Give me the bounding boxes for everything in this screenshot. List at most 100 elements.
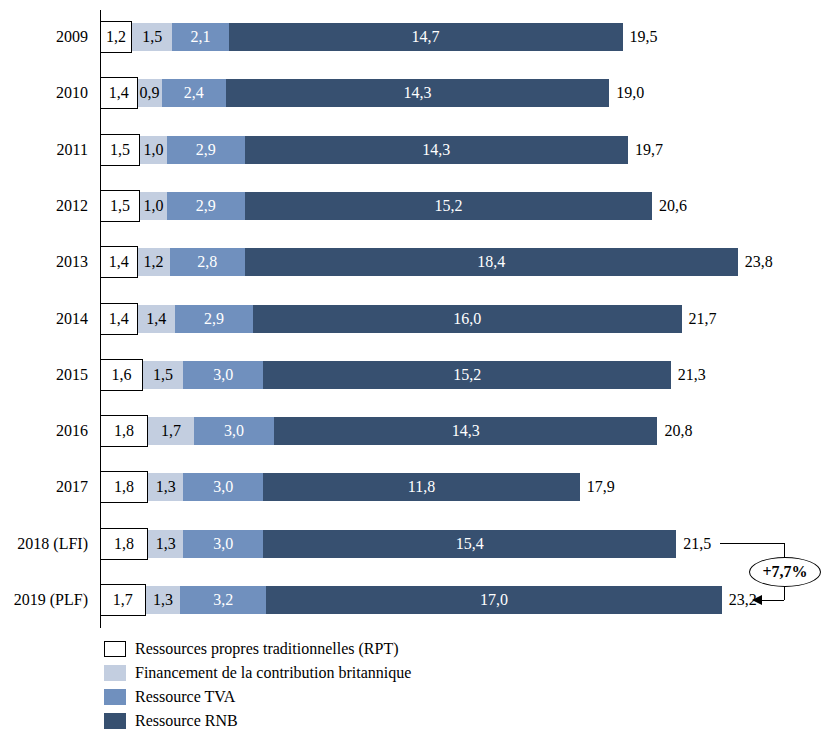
stacked-bar-chart: 20091,21,52,114,719,520101,40,92,414,319… [0, 0, 825, 737]
segment-value-label: 1,5 [153, 366, 173, 384]
legend-swatch-rpt [104, 641, 126, 657]
legend-item-rnb: Ressource RNB [104, 712, 411, 729]
legend-item-rpt: Ressources propres traditionnelles (RPT) [104, 640, 411, 657]
bar-segment-rpt: 1,4 [100, 77, 138, 109]
year-label: 2016 [0, 415, 88, 447]
segment-value-label: 1,5 [142, 28, 162, 46]
growth-annotation-text: +7,7% [762, 563, 807, 581]
bar-row: 20151,61,53,015,221,3 [0, 359, 706, 391]
segment-value-label: 1,4 [109, 310, 129, 328]
segment-value-label: 14,3 [422, 141, 450, 159]
segment-value-label: 18,4 [477, 253, 505, 271]
bar-segment-brit: 1,2 [138, 248, 170, 276]
bar-segment-brit: 1,0 [140, 192, 167, 220]
bar-segment-rnb: 14,3 [245, 136, 628, 164]
segment-value-label: 3,2 [213, 591, 233, 609]
legend-item-brit: Financement de la contribution britanniq… [104, 664, 411, 681]
bar-segment-rnb: 17,0 [266, 586, 722, 614]
segment-value-label: 2,8 [197, 253, 217, 271]
annotation-connector-bottom [760, 600, 784, 601]
legend-label: Ressources propres traditionnelles (RPT) [135, 640, 399, 658]
bar-segment-tva: 2,9 [167, 192, 245, 220]
segment-value-label: 15,4 [456, 535, 484, 553]
segment-value-label: 1,4 [109, 84, 129, 102]
segment-value-label: 15,2 [434, 197, 462, 215]
bar-segment-rnb: 14,3 [274, 417, 657, 445]
year-label: 2018 (LFI) [0, 528, 88, 560]
bar-segment-tva: 2,4 [162, 79, 226, 107]
legend-label: Ressource TVA [135, 688, 235, 706]
legend-item-tva: Ressource TVA [104, 688, 411, 705]
segment-value-label: 3,0 [213, 478, 233, 496]
bar-row: 20171,81,33,011,817,9 [0, 471, 615, 503]
segment-value-label: 1,3 [153, 591, 173, 609]
legend-swatch-brit [104, 665, 126, 681]
bar-segment-rnb: 15,2 [263, 361, 670, 389]
bar-row: 20111,51,02,914,319,7 [0, 134, 663, 166]
year-label: 2015 [0, 359, 88, 391]
segment-value-label: 1,3 [156, 535, 176, 553]
bar-segment-rnb: 15,4 [263, 530, 676, 558]
bar-segment-rpt: 1,4 [100, 246, 138, 278]
bar-segment-brit: 1,5 [143, 361, 183, 389]
segment-value-label: 2,1 [190, 28, 210, 46]
segment-value-label: 2,9 [204, 310, 224, 328]
bar-segment-rnb: 11,8 [263, 473, 579, 501]
segment-value-label: 17,0 [480, 591, 508, 609]
bar-row: 2014 1,4 1,4 2,9 16,0 21,7 [0, 303, 717, 335]
legend-label: Ressource RNB [135, 712, 238, 730]
bar-segment-rpt: 1,7 [100, 584, 146, 616]
segment-value-label: 1,7 [161, 422, 181, 440]
legend-label: Financement de la contribution britanniq… [135, 664, 411, 682]
bar-row: 20161,81,73,014,320,8 [0, 415, 692, 447]
bar-segment-rpt: 1,5 [100, 190, 140, 222]
bar-segment-brit: 1,4 [138, 305, 176, 333]
total-label: 19,0 [616, 84, 644, 102]
total-label: 21,7 [689, 310, 717, 328]
bar-segment-rpt: 1,8 [100, 471, 148, 503]
total-label: 19,7 [635, 141, 663, 159]
legend-swatch-tva [104, 689, 126, 705]
bar-segment-rpt: 1,8 [100, 415, 148, 447]
bar-segment-brit: 1,5 [132, 23, 172, 51]
segment-value-label: 1,2 [144, 253, 164, 271]
segment-value-label: 3,0 [213, 535, 233, 553]
segment-value-label: 1,0 [144, 141, 164, 159]
bar-segment-tva: 3,0 [194, 417, 274, 445]
bar-segment-rnb: 14,3 [226, 79, 609, 107]
annotation-arrowhead-icon [752, 595, 762, 605]
segment-value-label: 3,0 [224, 422, 244, 440]
year-label: 2009 [0, 21, 88, 53]
bar-segment-brit: 0,9 [138, 79, 162, 107]
year-label: 2014 [0, 303, 88, 335]
bar-segment-tva: 2,9 [175, 305, 253, 333]
bar-segment-brit: 1,3 [148, 473, 183, 501]
bar-segment-tva: 3,0 [183, 530, 263, 558]
segment-value-label: 1,8 [114, 422, 134, 440]
bar-segment-tva: 3,0 [183, 473, 263, 501]
segment-value-label: 0,9 [140, 84, 160, 102]
bar-row: 20091,21,52,114,719,5 [0, 21, 658, 53]
annotation-connector-top [720, 543, 784, 544]
total-label: 19,5 [630, 28, 658, 46]
bar-segment-rnb: 14,7 [229, 23, 623, 51]
segment-value-label: 1,7 [113, 591, 133, 609]
legend-swatch-rnb [104, 713, 126, 729]
bar-segment-brit: 1,3 [148, 530, 183, 558]
total-label: 23,8 [745, 253, 773, 271]
segment-value-label: 1,4 [109, 253, 129, 271]
growth-annotation-badge: +7,7% [749, 557, 821, 587]
segment-value-label: 1,8 [114, 478, 134, 496]
bar-segment-rnb: 15,2 [245, 192, 652, 220]
segment-value-label: 15,2 [453, 366, 481, 384]
segment-value-label: 14,7 [412, 28, 440, 46]
bar-segment-tva: 2,8 [170, 248, 245, 276]
segment-value-label: 1,5 [110, 197, 130, 215]
bar-segment-tva: 3,0 [183, 361, 263, 389]
segment-value-label: 1,6 [111, 366, 131, 384]
segment-value-label: 2,4 [184, 84, 204, 102]
bar-segment-brit: 1,0 [140, 136, 167, 164]
bar-segment-rnb: 16,0 [253, 305, 682, 333]
year-label: 2017 [0, 471, 88, 503]
bar-row: 20121,51,02,915,220,6 [0, 190, 687, 222]
